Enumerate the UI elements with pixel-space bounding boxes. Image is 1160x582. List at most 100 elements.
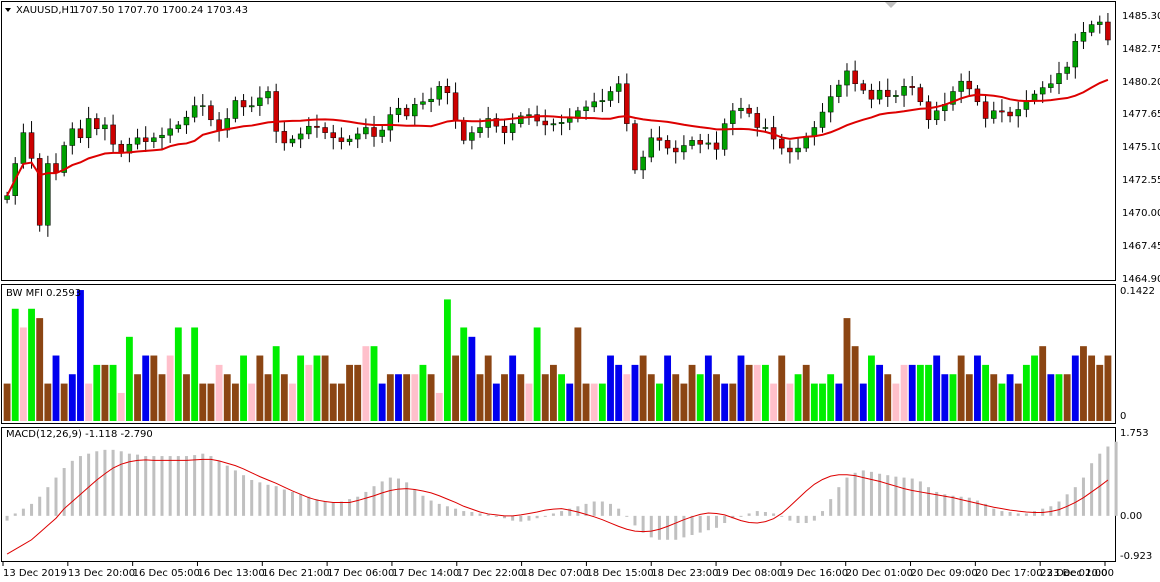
macd-histogram-bar (494, 515, 498, 517)
mfi-bar (916, 364, 924, 421)
bearish-candle (746, 107, 752, 114)
mfi-bar (680, 383, 688, 421)
macd-histogram-bar (38, 496, 42, 516)
mfi-bar (810, 383, 818, 421)
bearish-candle (787, 147, 793, 153)
mfi-bar (1006, 374, 1014, 421)
bearish-candle (53, 163, 59, 173)
bearish-candle (501, 125, 508, 133)
mfi-bar (68, 374, 76, 421)
mfi-bar (517, 374, 525, 421)
mfi-bar (60, 383, 68, 421)
mfi-bar (762, 364, 769, 421)
bullish-candle (648, 137, 655, 158)
macd-histogram-bar (266, 484, 270, 516)
mfi-bar (501, 374, 508, 421)
price-tick: 1477.65 (1122, 109, 1160, 120)
mfi-tick: 0.1422 (1120, 286, 1155, 297)
mfi-bar (313, 355, 321, 421)
macd-histogram-bar (339, 501, 343, 516)
macd-histogram-bar (242, 475, 246, 516)
macd-histogram-bar (739, 515, 743, 517)
macd-histogram-bar (894, 476, 898, 516)
bearish-candle (94, 118, 100, 130)
mfi-bar (183, 374, 190, 421)
bullish-candle (151, 137, 157, 142)
macd-histogram-bar (600, 501, 604, 516)
macd-histogram-bar (755, 511, 759, 516)
bearish-candle (778, 138, 785, 149)
bearish-candle (314, 125, 320, 128)
bullish-candle (436, 86, 443, 100)
bullish-candle (558, 122, 565, 124)
mfi-tick: 0 (1120, 411, 1126, 422)
bullish-candle (354, 133, 361, 140)
bullish-candle (1080, 32, 1087, 42)
time-label: 16 Dec 21:00 (262, 568, 329, 579)
macd-histogram-bar (454, 508, 458, 516)
macd-histogram-bar (445, 506, 449, 516)
bullish-candle (958, 80, 964, 92)
bearish-candle (697, 140, 703, 145)
mfi-bar (36, 318, 44, 421)
macd-histogram-bar (78, 456, 82, 516)
time-label: 20 Dec 01:00 (846, 568, 913, 579)
mfi-bar (158, 374, 166, 421)
price-panel[interactable] (1, 1, 1116, 281)
macd-histogram-bar (46, 487, 50, 516)
macd-axis: 1.753 0.00 -0.923 (1120, 428, 1152, 562)
chart-shift-marker-icon[interactable] (885, 2, 897, 8)
mfi-bar (1014, 383, 1022, 421)
macd-histogram-bar (984, 503, 988, 516)
macd-histogram-bar (633, 515, 637, 526)
bearish-candle (852, 70, 858, 85)
mfi-bar (460, 327, 468, 421)
macd-histogram-bar (804, 515, 808, 524)
bullish-candle (827, 96, 834, 113)
time-label: 17 Dec 14:00 (392, 568, 459, 579)
macd-tick: -0.923 (1120, 551, 1152, 562)
macd-histogram-bar (861, 470, 865, 516)
mfi-bar (794, 374, 802, 421)
bullish-candle (102, 124, 108, 130)
bullish-candle (20, 132, 27, 164)
macd-histogram-bar (209, 456, 213, 516)
dropdown-arrow-icon[interactable] (5, 8, 11, 12)
mfi-bar (166, 355, 174, 421)
macd-histogram-bar (323, 501, 327, 516)
bearish-candle (868, 89, 875, 100)
bearish-candle (672, 147, 679, 153)
mfi-bar (721, 383, 729, 421)
price-tick: 1485.30 (1122, 11, 1160, 22)
mfi-bar (598, 383, 606, 421)
macd-histogram-bar (1016, 513, 1020, 516)
mfi-bar (223, 374, 231, 421)
macd-histogram-bar (225, 465, 229, 516)
macd-histogram-bar (152, 456, 156, 516)
mfi-bar (117, 392, 125, 421)
macd-panel[interactable] (1, 427, 1116, 562)
bullish-candle (1039, 87, 1046, 95)
mfi-bar (321, 355, 329, 421)
macd-histogram-bar (372, 486, 376, 516)
bearish-candle (664, 140, 671, 149)
bearish-candle (28, 132, 35, 159)
mfi-bar (1047, 374, 1055, 421)
mfi-bar (378, 383, 386, 421)
mfi-bar (476, 374, 484, 421)
mfi-bar (892, 383, 900, 421)
mfi-axis: 0.1422 0 (1120, 286, 1155, 422)
mfi-bar (582, 383, 590, 421)
bullish-candle (607, 91, 614, 101)
time-label: 18 Dec 23:00 (651, 568, 718, 579)
macd-histogram-bar (951, 495, 955, 516)
mfi-bar (664, 355, 672, 421)
mfi-bar (19, 327, 27, 421)
mfi-bar (1071, 355, 1079, 421)
macd-histogram-bar (119, 451, 123, 516)
bearish-candle (860, 83, 867, 91)
macd-histogram-bar (706, 515, 710, 531)
bullish-candle (1088, 24, 1095, 33)
bullish-candle (762, 127, 769, 129)
